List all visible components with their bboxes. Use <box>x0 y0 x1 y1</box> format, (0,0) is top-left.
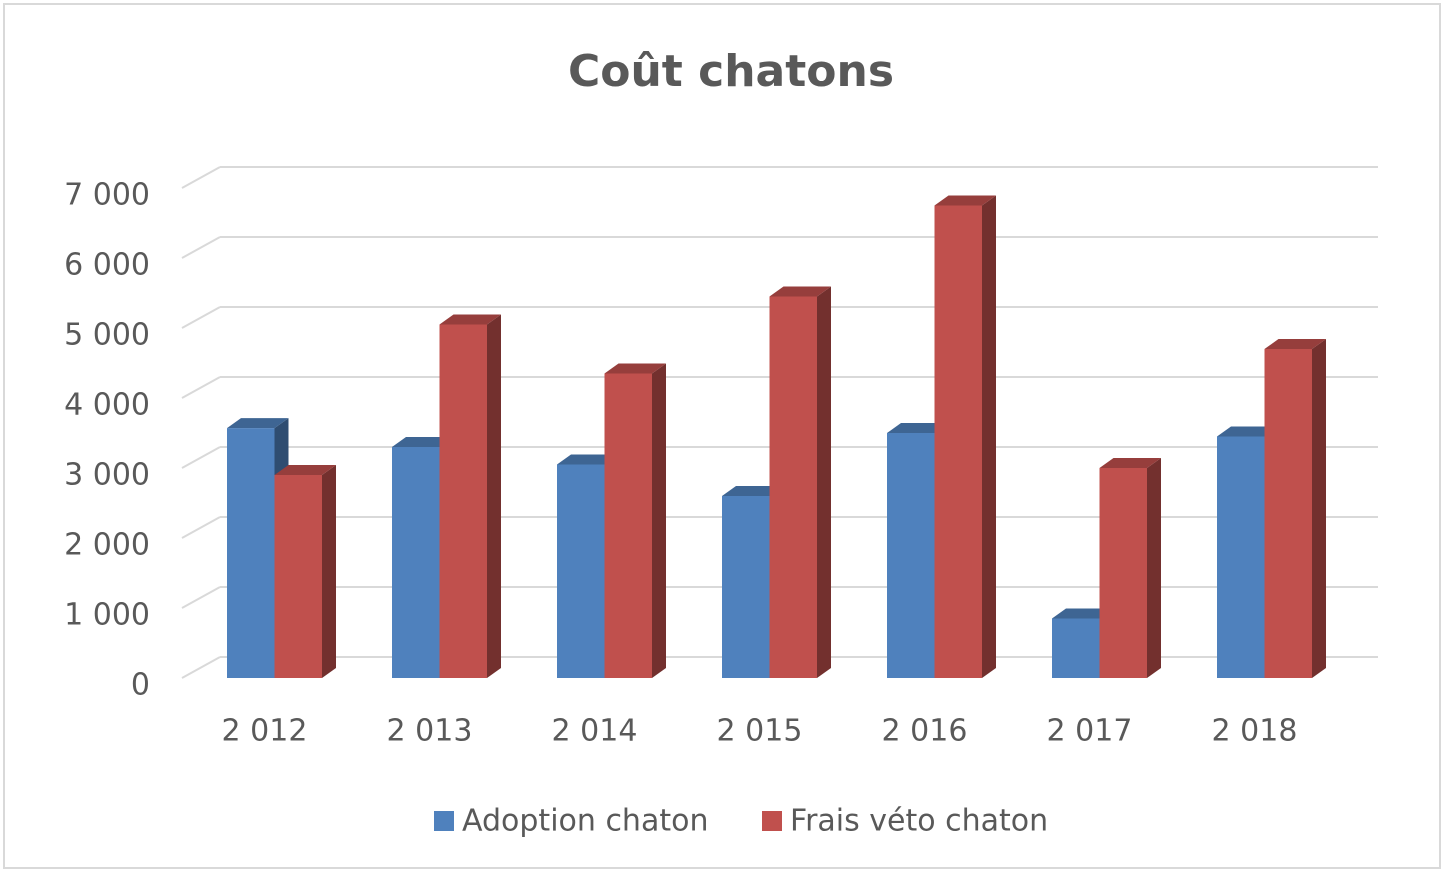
y-tick-label: 2 000 <box>64 528 150 563</box>
bar-top <box>274 465 336 475</box>
bar <box>557 464 605 678</box>
bar-top <box>1264 339 1326 349</box>
x-tick-label: 2 013 <box>387 714 473 749</box>
bar <box>1217 436 1265 678</box>
bar-top <box>887 423 949 433</box>
bar-top <box>1099 458 1161 468</box>
bar-side <box>652 363 666 678</box>
x-tick-label: 2 016 <box>882 714 968 749</box>
bar-top <box>392 437 454 447</box>
bar-top <box>722 486 784 496</box>
bar-side <box>1147 458 1161 678</box>
y-tick-label: 3 000 <box>64 458 150 493</box>
bar <box>227 428 275 678</box>
y-tick-label: 6 000 <box>64 248 150 283</box>
bar <box>392 447 440 678</box>
chart-title: Coût chatons <box>568 46 894 97</box>
grid-line-depth <box>181 376 221 399</box>
bar <box>887 433 935 678</box>
bar-top <box>934 195 996 206</box>
bar <box>934 205 982 678</box>
bar-side <box>1312 339 1326 678</box>
legend-label: Frais véto chaton <box>790 804 1048 839</box>
grid-line-depth <box>181 236 221 259</box>
bar-top <box>604 363 666 374</box>
x-tick-label: 2 012 <box>222 714 308 749</box>
x-tick-label: 2 017 <box>1047 714 1133 749</box>
bar-top <box>439 314 501 325</box>
bar-top <box>1052 608 1114 619</box>
bar <box>722 496 770 678</box>
bar-top <box>769 286 831 297</box>
y-tick-label: 1 000 <box>64 598 150 633</box>
bar <box>769 296 817 678</box>
x-tick-label: 2 014 <box>552 714 638 749</box>
bar-top <box>557 454 619 465</box>
legend-swatch <box>762 811 782 831</box>
legend-swatch <box>434 811 454 831</box>
bar-side <box>322 465 336 678</box>
y-tick-label: 4 000 <box>64 388 150 423</box>
bar-side <box>982 195 996 678</box>
grid-line-depth <box>181 586 221 609</box>
bar-side <box>817 286 831 678</box>
x-tick-label: 2 018 <box>1212 714 1298 749</box>
y-tick-label: 0 <box>131 668 150 703</box>
grid-line-depth <box>181 306 221 329</box>
y-tick-label: 5 000 <box>64 318 150 353</box>
bar <box>1264 349 1312 678</box>
bar-side <box>487 314 501 678</box>
grid-line-depth <box>181 656 221 679</box>
legend-label: Adoption chaton <box>462 804 708 839</box>
y-tick-label: 7 000 <box>64 178 150 213</box>
grid-line-depth <box>181 446 221 469</box>
bar-top <box>227 418 289 429</box>
bar <box>1052 618 1100 678</box>
grid-line-depth <box>181 166 221 189</box>
bar-top <box>1217 426 1279 437</box>
bar <box>604 373 652 678</box>
bar <box>274 475 322 678</box>
x-tick-label: 2 015 <box>717 714 803 749</box>
bar <box>1099 468 1147 678</box>
bar <box>439 324 487 678</box>
grid-line-depth <box>181 516 221 539</box>
